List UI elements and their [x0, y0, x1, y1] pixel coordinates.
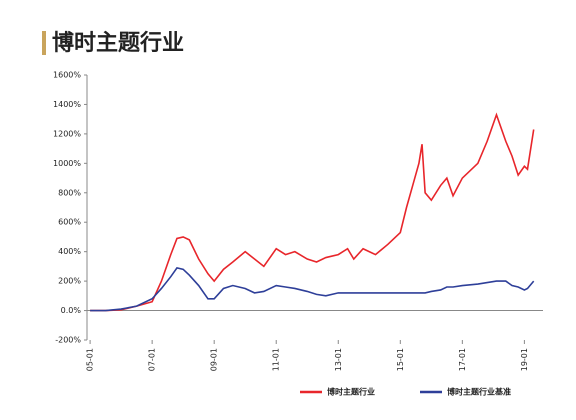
series-line	[90, 112, 535, 312]
x-tick-label: 15-01	[396, 348, 405, 371]
x-tick-label: 07-01	[148, 348, 157, 371]
title-accent	[42, 31, 46, 55]
y-tick-label: 1400%	[53, 100, 81, 109]
y-tick-label: 800%	[58, 188, 81, 197]
chart-title: 博时主题行业	[52, 30, 184, 56]
y-tick-label: 400%	[58, 247, 81, 256]
y-tick-label: 0.0%	[61, 306, 82, 315]
y-tick-label: 1200%	[53, 129, 81, 138]
x-tick-label: 11-01	[272, 348, 281, 371]
y-tick-label: -200%	[55, 336, 81, 345]
x-tick-label: 13-01	[334, 348, 343, 371]
x-tick-label: 19-01	[520, 348, 529, 371]
y-tick-label: 1600%	[53, 71, 81, 80]
series-line	[90, 266, 535, 312]
x-tick-label: 09-01	[210, 348, 219, 371]
legend-label: 博时主题行业基准	[447, 387, 511, 397]
y-tick-label: 600%	[58, 218, 81, 227]
y-tick-label: 200%	[58, 277, 81, 286]
x-tick-label: 17-01	[458, 348, 467, 371]
legend-label: 博时主题行业	[327, 387, 375, 397]
x-tick-label: 05-01	[86, 348, 95, 371]
y-tick-label: 1000%	[53, 159, 81, 168]
